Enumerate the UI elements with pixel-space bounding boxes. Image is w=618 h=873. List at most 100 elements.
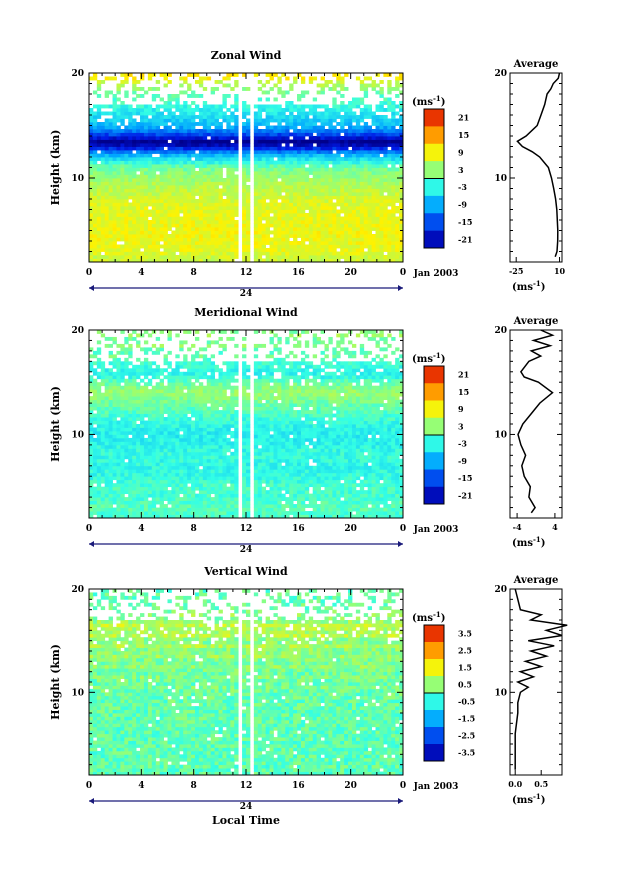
heatmap-cell xyxy=(379,220,384,224)
avg-y-tick-label: 10 xyxy=(494,174,507,184)
heatmap-cell xyxy=(175,202,180,207)
heatmap-cell xyxy=(348,150,353,154)
heatmap-cell xyxy=(265,206,270,210)
heatmap-cell xyxy=(183,111,188,116)
heatmap-cell xyxy=(198,76,204,81)
heatmap-cell xyxy=(187,146,192,151)
heatmap-cell xyxy=(399,122,404,126)
heatmap-cell xyxy=(89,223,94,228)
heatmap-cell xyxy=(246,476,251,481)
heatmap-cell xyxy=(269,125,274,130)
heatmap-cell xyxy=(167,241,172,245)
heatmap-cell xyxy=(320,195,325,200)
heatmap-cell xyxy=(308,108,314,112)
heatmap-cell xyxy=(226,118,231,123)
heatmap-cell xyxy=(348,469,353,474)
heatmap-cell xyxy=(399,248,404,252)
heatmap-cell xyxy=(147,146,153,151)
heatmap-cell xyxy=(230,178,235,182)
heatmap-cell xyxy=(351,178,357,182)
heatmap-cell xyxy=(332,237,337,242)
heatmap-cell xyxy=(140,171,145,175)
heatmap-cell xyxy=(363,174,369,179)
heatmap-cell xyxy=(163,73,168,77)
heatmap-cell xyxy=(136,507,141,512)
heatmap-cell xyxy=(183,150,188,154)
heatmap-cell xyxy=(206,227,212,231)
heatmap-cell xyxy=(328,150,333,154)
heatmap-cell xyxy=(375,73,380,77)
heatmap-cell xyxy=(332,167,337,172)
heatmap-cell xyxy=(312,514,318,519)
heatmap-cell xyxy=(136,223,141,228)
heatmap-cell xyxy=(112,94,117,98)
heatmap-cell xyxy=(167,251,172,256)
heatmap-cell xyxy=(265,237,270,242)
heatmap-cell xyxy=(124,129,129,133)
heatmap-cell xyxy=(194,500,200,505)
heatmap-cell xyxy=(261,206,267,210)
heatmap-cell xyxy=(281,125,286,130)
heatmap-cell xyxy=(308,251,314,256)
heatmap-cell xyxy=(116,202,121,207)
heatmap-cell xyxy=(281,90,286,95)
heatmap-cell xyxy=(183,507,188,512)
heatmap-cell xyxy=(179,111,184,116)
heatmap-cell xyxy=(116,209,121,214)
heatmap-cell xyxy=(328,108,333,112)
heatmap-cell xyxy=(187,143,192,147)
heatmap-cell xyxy=(308,209,314,214)
heatmap-cell xyxy=(92,174,98,179)
heatmap-cell xyxy=(214,472,219,477)
heatmap-cell xyxy=(206,237,212,242)
heatmap-cell xyxy=(285,108,290,112)
heatmap-cell xyxy=(285,157,290,161)
heatmap-cell xyxy=(89,220,94,224)
heatmap-cell xyxy=(214,465,219,470)
heatmap-cell xyxy=(230,206,235,210)
heatmap-cell xyxy=(206,206,212,210)
heatmap-cell xyxy=(293,80,298,84)
heatmap-cell xyxy=(395,511,400,515)
heatmap-cell xyxy=(387,493,392,498)
heatmap-cell xyxy=(242,490,247,495)
heatmap-cell xyxy=(92,192,98,196)
heatmap-cell xyxy=(328,500,333,505)
heatmap-cell xyxy=(340,472,345,477)
heatmap-cell xyxy=(89,458,94,463)
heatmap-cell xyxy=(159,115,164,119)
heatmap-cell xyxy=(230,111,235,116)
heatmap-cell xyxy=(202,146,208,151)
heatmap-cell xyxy=(187,171,192,175)
heatmap-cell xyxy=(132,514,137,519)
heatmap-cell xyxy=(120,80,125,84)
heatmap-cell xyxy=(120,504,125,508)
heatmap-cell xyxy=(312,479,318,484)
heatmap-cell xyxy=(214,129,219,133)
heatmap-cell xyxy=(265,465,270,470)
heatmap-cell xyxy=(198,483,204,488)
heatmap-cell xyxy=(308,118,314,123)
heatmap-cell xyxy=(198,234,204,238)
heatmap-cell xyxy=(320,209,325,214)
heatmap-cell xyxy=(100,195,106,200)
heatmap-cell xyxy=(89,469,94,474)
heatmap-cell xyxy=(194,483,200,488)
heatmap-cell xyxy=(320,507,325,512)
heatmap-cell xyxy=(116,139,121,144)
heatmap-cell xyxy=(214,479,219,484)
heatmap-cell xyxy=(383,497,388,501)
heatmap-cell xyxy=(112,199,117,203)
heatmap-cell xyxy=(383,486,388,491)
heatmap-cell xyxy=(351,255,357,259)
heatmap-cell xyxy=(320,160,325,165)
heatmap-cell xyxy=(147,223,153,228)
heatmap-cell xyxy=(222,181,227,186)
heatmap-cell xyxy=(132,181,137,186)
heatmap-cell xyxy=(395,493,400,498)
heatmap-cell xyxy=(132,174,137,179)
heatmap-cell xyxy=(340,118,345,123)
heatmap-cell xyxy=(395,479,400,484)
heatmap-cell xyxy=(175,237,180,242)
heatmap-cell xyxy=(132,258,137,263)
